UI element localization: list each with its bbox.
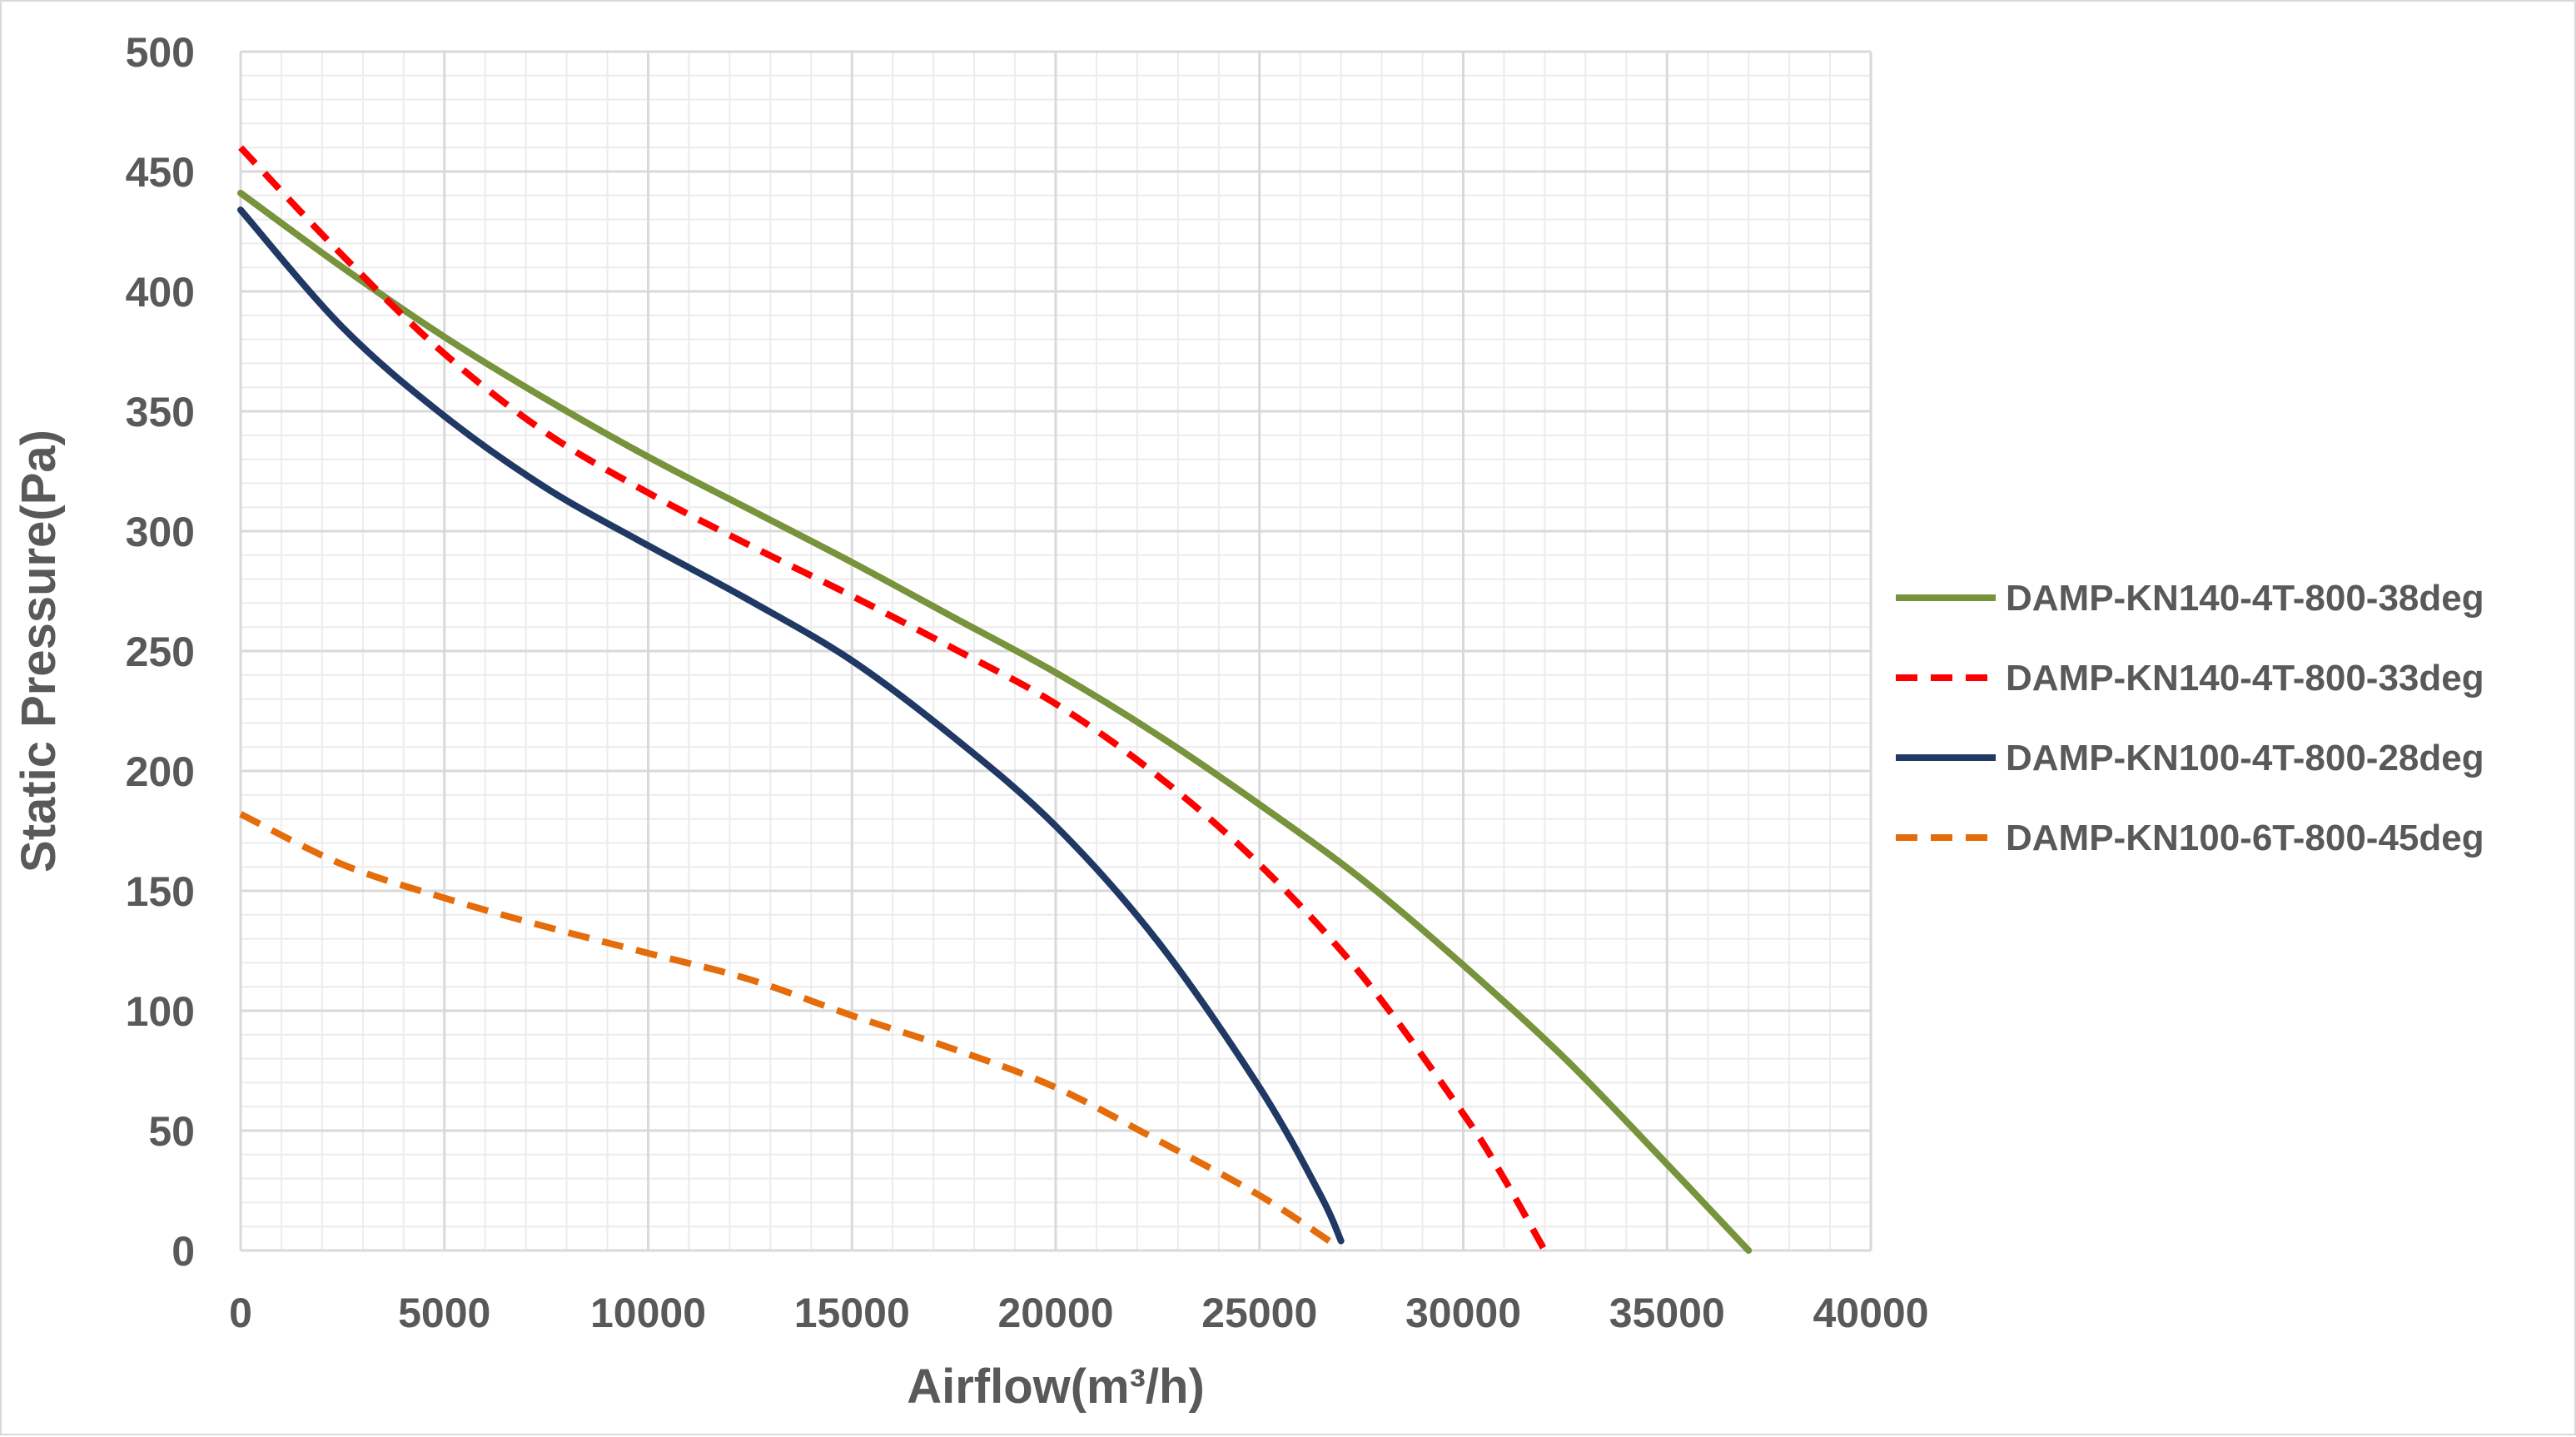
series-line-1 [237, 189, 1753, 1254]
x-tick-labels: 0 5000 10000 15000 20000 25000 30000 35000 40000 [229, 1290, 1928, 1336]
series-line-3 [237, 206, 1345, 1245]
y-tick-label: 250 [126, 629, 195, 675]
y-tick-label: 500 [126, 29, 195, 76]
x-axis-title: Airflow(m³/h) [907, 1360, 1205, 1414]
x-tick-label: 25000 [1201, 1290, 1317, 1336]
x-tick-label: 30000 [1405, 1290, 1521, 1336]
x-tick-label: 0 [229, 1290, 252, 1336]
series-layer [237, 145, 1753, 1254]
x-tick-label: 20000 [997, 1290, 1113, 1336]
y-tick-labels: 0 50 100 150 200 250 300 350 400 450 500 [126, 29, 195, 1275]
y-axis-title: Static Pressure(Pa) [12, 430, 66, 873]
y-tick-label: 400 [126, 269, 195, 316]
y-tick-label: 50 [148, 1108, 195, 1155]
y-tick-label: 350 [126, 389, 195, 435]
y-tick-label: 300 [126, 509, 195, 555]
x-tick-label: 40000 [1813, 1290, 1928, 1336]
legend-label-4: DAMP-KN100-6T-800-45deg [2006, 818, 2484, 858]
x-tick-label: 35000 [1609, 1290, 1725, 1336]
y-tick-label: 150 [126, 868, 195, 915]
legend-label-2: DAMP-KN140-4T-800-33deg [2006, 658, 2484, 699]
legend-label-1: DAMP-KN140-4T-800-38deg [2006, 578, 2484, 619]
y-tick-label: 100 [126, 988, 195, 1035]
legend-label-3: DAMP-KN100-4T-800-28deg [2006, 738, 2484, 778]
major-grid [239, 50, 1872, 1252]
x-tick-label: 10000 [590, 1290, 706, 1336]
y-tick-label: 0 [172, 1228, 195, 1275]
y-tick-label: 450 [126, 149, 195, 196]
y-tick-label: 200 [126, 748, 195, 795]
x-tick-label: 15000 [794, 1290, 910, 1336]
series-line-4 [239, 811, 1335, 1246]
series-line-2 [238, 145, 1548, 1252]
x-tick-label: 5000 [398, 1290, 490, 1336]
legend: DAMP-KN140-4T-800-38deg DAMP-KN140-4T-800… [1896, 578, 2484, 858]
